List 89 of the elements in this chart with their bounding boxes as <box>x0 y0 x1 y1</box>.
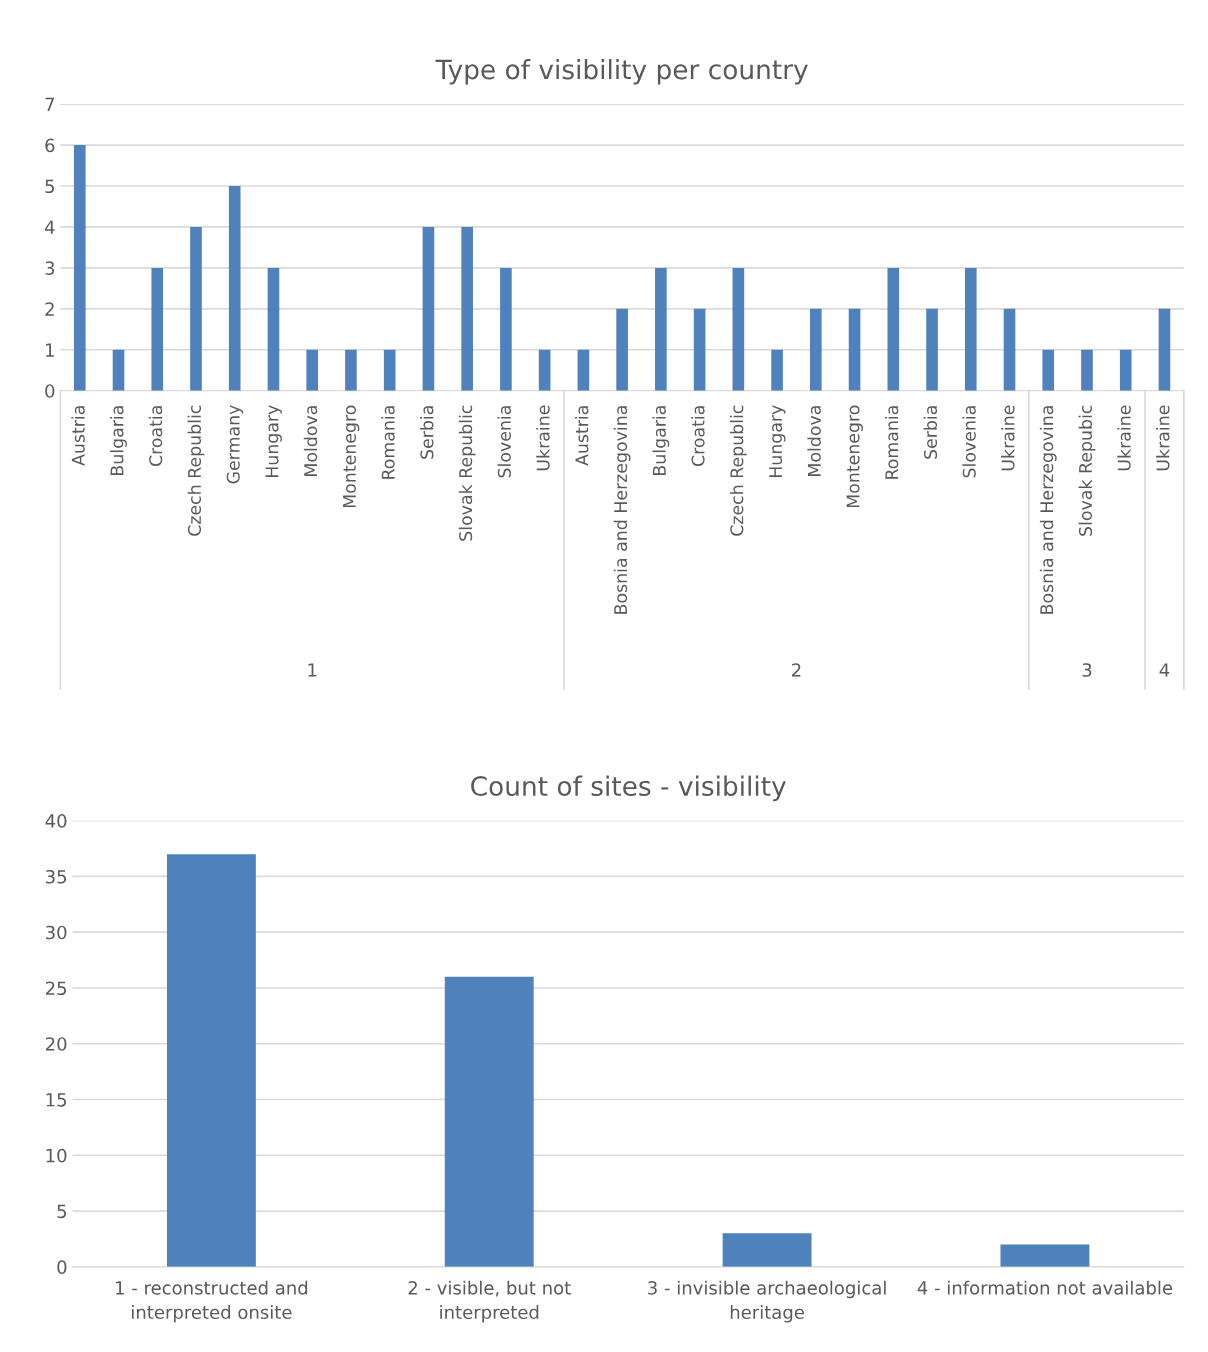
y-tick-label: 5 <box>45 179 54 194</box>
x-tick-label: 2 - visible, but not interpreted <box>408 1280 571 1323</box>
x-tick-label: Bosnia and Herzegovina <box>613 406 631 614</box>
bar <box>655 267 667 391</box>
y-tick-label: 2 <box>45 302 54 316</box>
x-tick-label: Romania <box>884 406 899 479</box>
bar <box>461 226 473 391</box>
bar <box>616 308 628 391</box>
x-tick-label: 4 - information not available <box>917 1280 1173 1295</box>
bar <box>345 349 357 391</box>
bar <box>383 349 396 391</box>
bar <box>722 1233 812 1267</box>
bar <box>693 308 706 391</box>
bar <box>1042 349 1055 391</box>
x-tick-label: Bulgaria <box>652 406 670 475</box>
y-tick-label: 1 <box>46 343 54 357</box>
y-tick-label: 6 <box>45 138 55 153</box>
bar <box>151 267 164 391</box>
chart-title: Type of visibility per country <box>435 59 808 85</box>
bar <box>267 267 280 391</box>
x-tick-label: Ukraine <box>1117 405 1131 471</box>
x-tick-label: Serbia <box>420 406 434 459</box>
bar <box>444 976 534 1267</box>
x-tick-label: Croatia <box>148 406 163 467</box>
bar <box>1003 308 1016 391</box>
y-tick-label: 0 <box>57 1260 67 1274</box>
y-tick-label: 15 <box>46 1093 67 1107</box>
y-tick-label: 10 <box>46 1148 67 1163</box>
bar <box>810 308 822 391</box>
text: 2 <box>792 663 801 677</box>
x-tick-label: Austria <box>71 406 85 466</box>
x-tick-label: Germany <box>226 405 244 484</box>
x-tick-label: Slovak Repubic <box>1078 405 1096 536</box>
bar <box>1000 1244 1090 1267</box>
bar <box>306 349 319 391</box>
y-tick-label: 25 <box>45 981 67 996</box>
bar <box>1119 349 1132 391</box>
bar <box>887 267 900 391</box>
x-tick-label: Montenegro <box>343 405 360 508</box>
x-tick-label: Ukraine <box>536 405 550 471</box>
y-tick-label: 35 <box>46 869 67 884</box>
x-tick-label: Montenegro <box>846 405 863 508</box>
bar <box>422 226 435 391</box>
text: 1 <box>308 663 317 677</box>
text: 3 <box>1082 663 1092 677</box>
x-tick-label: Czech Republic <box>729 405 747 536</box>
y-tick-label: 0 <box>45 384 55 398</box>
x-tick-label: Slovak Republic <box>458 405 476 541</box>
y-tick-label: 7 <box>45 97 54 111</box>
x-tick-label: 1 - reconstructed and interpreted onsite <box>116 1280 308 1323</box>
x-tick-label: Moldova <box>303 406 318 476</box>
bar <box>848 308 861 391</box>
bar <box>732 267 745 391</box>
x-tick-label: Slovenia <box>962 406 976 478</box>
bar <box>1081 349 1093 391</box>
x-tick-label: 3 - invisible archaeological heritage <box>648 1280 886 1323</box>
x-tick-label: Croatia <box>691 406 705 467</box>
bar <box>1158 308 1171 391</box>
bar <box>166 854 256 1267</box>
bar <box>190 226 202 391</box>
y-tick-label: 20 <box>45 1037 67 1051</box>
text: 4 <box>1159 663 1170 677</box>
x-tick-label: Czech Republic <box>187 405 205 536</box>
bar <box>73 145 86 391</box>
bar <box>112 349 125 391</box>
bar <box>577 349 590 391</box>
x-tick-label: Bosnia and Herzegovina <box>1039 406 1057 614</box>
bar <box>771 349 783 391</box>
y-tick-label: 30 <box>46 925 67 940</box>
bar <box>538 349 551 391</box>
x-tick-label: Ukraine <box>1001 405 1015 471</box>
x-tick-label: Hungary <box>769 405 786 478</box>
bar <box>926 308 938 391</box>
y-tick-label: 3 <box>45 261 55 276</box>
y-tick-label: 4 <box>44 220 55 234</box>
x-tick-label: Moldova <box>807 406 821 476</box>
x-tick-label: Serbia <box>923 406 938 459</box>
x-tick-label: Bulgaria <box>110 406 127 475</box>
x-tick-label: Slovenia <box>497 406 511 478</box>
bar <box>964 267 977 391</box>
bar <box>500 267 512 391</box>
bar <box>228 186 241 391</box>
x-tick-label: Romania <box>381 406 395 479</box>
y-tick-label: 5 <box>57 1204 67 1219</box>
chart-title: Count of sites - visibility <box>471 775 786 802</box>
y-tick-label: 40 <box>45 814 67 828</box>
x-tick-label: Austria <box>574 406 589 466</box>
x-tick-label: Ukraine <box>1156 405 1170 471</box>
x-tick-label: Hungary <box>265 405 282 478</box>
